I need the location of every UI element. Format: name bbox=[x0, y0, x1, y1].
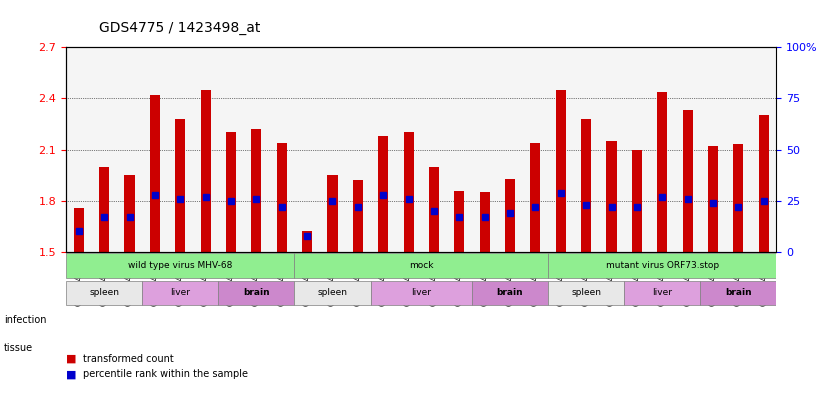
Text: liver: liver bbox=[653, 288, 672, 298]
Text: liver: liver bbox=[170, 288, 190, 298]
Text: mutant virus ORF73.stop: mutant virus ORF73.stop bbox=[605, 261, 719, 270]
Bar bbox=[277, 143, 287, 252]
Text: ■: ■ bbox=[66, 354, 77, 364]
Text: mock: mock bbox=[409, 261, 434, 270]
FancyBboxPatch shape bbox=[218, 281, 294, 305]
Text: brain: brain bbox=[243, 288, 269, 298]
Text: liver: liver bbox=[411, 288, 431, 298]
Text: transformed count: transformed count bbox=[83, 354, 173, 364]
Bar bbox=[708, 146, 718, 252]
Text: brain: brain bbox=[725, 288, 752, 298]
Bar bbox=[606, 141, 616, 252]
Bar bbox=[530, 143, 540, 252]
Bar bbox=[758, 116, 769, 252]
Bar bbox=[733, 145, 743, 252]
Bar bbox=[99, 167, 109, 252]
Bar bbox=[378, 136, 388, 252]
FancyBboxPatch shape bbox=[294, 253, 548, 278]
Text: infection: infection bbox=[4, 315, 46, 325]
Text: spleen: spleen bbox=[317, 288, 348, 298]
FancyBboxPatch shape bbox=[142, 281, 218, 305]
FancyBboxPatch shape bbox=[548, 253, 776, 278]
Bar bbox=[175, 119, 185, 252]
Bar bbox=[480, 192, 490, 252]
Text: percentile rank within the sample: percentile rank within the sample bbox=[83, 369, 248, 379]
Bar bbox=[74, 208, 84, 252]
Bar bbox=[125, 175, 135, 252]
Bar bbox=[327, 175, 338, 252]
Text: spleen: spleen bbox=[89, 288, 119, 298]
Bar bbox=[632, 150, 642, 252]
FancyBboxPatch shape bbox=[66, 253, 294, 278]
Bar bbox=[353, 180, 363, 252]
Bar bbox=[251, 129, 261, 252]
Text: brain: brain bbox=[496, 288, 524, 298]
Bar bbox=[581, 119, 591, 252]
Bar bbox=[225, 132, 236, 252]
FancyBboxPatch shape bbox=[700, 281, 776, 305]
Bar bbox=[201, 90, 211, 252]
FancyBboxPatch shape bbox=[548, 281, 624, 305]
Bar bbox=[150, 95, 160, 252]
Bar bbox=[454, 191, 464, 252]
Text: ■: ■ bbox=[66, 369, 77, 379]
Bar bbox=[682, 110, 693, 252]
FancyBboxPatch shape bbox=[472, 281, 548, 305]
Text: tissue: tissue bbox=[4, 343, 33, 353]
FancyBboxPatch shape bbox=[371, 281, 472, 305]
FancyBboxPatch shape bbox=[294, 281, 371, 305]
Bar bbox=[429, 167, 439, 252]
Bar bbox=[657, 92, 667, 252]
Bar bbox=[403, 132, 414, 252]
Text: GDS4775 / 1423498_at: GDS4775 / 1423498_at bbox=[99, 21, 260, 35]
Bar bbox=[556, 90, 566, 252]
Text: spleen: spleen bbox=[571, 288, 601, 298]
FancyBboxPatch shape bbox=[624, 281, 700, 305]
Bar bbox=[505, 178, 515, 252]
FancyBboxPatch shape bbox=[66, 281, 142, 305]
Text: wild type virus MHV-68: wild type virus MHV-68 bbox=[128, 261, 232, 270]
Bar bbox=[302, 231, 312, 252]
